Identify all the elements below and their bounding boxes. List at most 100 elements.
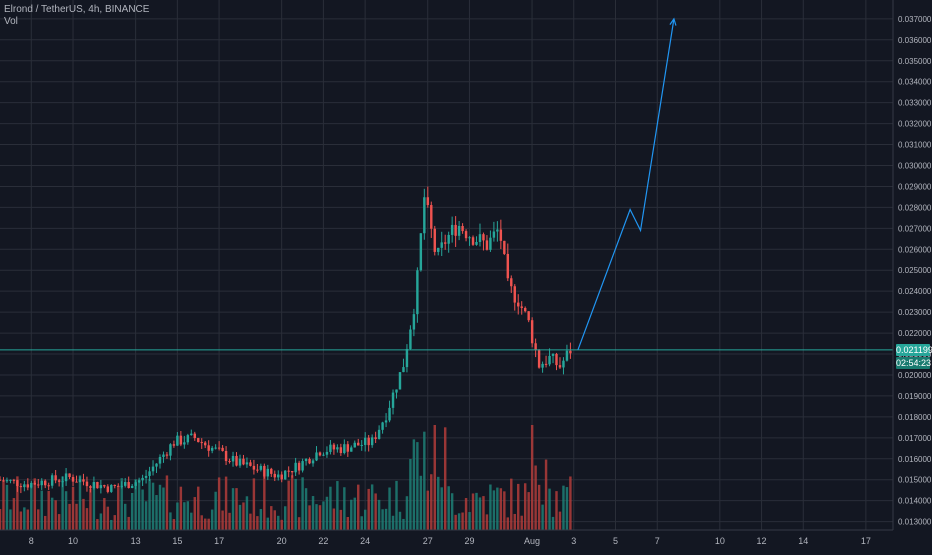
candle-body xyxy=(117,485,120,487)
candle-body xyxy=(266,468,270,477)
candle-body xyxy=(437,247,440,252)
volume-bar xyxy=(391,515,395,530)
candle-body xyxy=(61,481,64,483)
volume-bar xyxy=(290,475,294,530)
volume-bar xyxy=(513,513,516,530)
time-tick-label: 3 xyxy=(571,536,576,546)
candles xyxy=(0,186,572,494)
volume-bar xyxy=(304,488,308,530)
volume-bar xyxy=(419,475,423,530)
volume-bar xyxy=(353,497,356,530)
volume-bar xyxy=(520,515,523,530)
candle-body xyxy=(273,473,276,478)
candle-body xyxy=(409,329,412,349)
grid xyxy=(0,0,893,530)
volume-bar xyxy=(398,511,402,530)
candle-body xyxy=(471,237,475,245)
volume-bar xyxy=(71,486,75,530)
candle-body xyxy=(492,231,496,238)
volume-bar xyxy=(127,516,130,530)
candle-body xyxy=(308,459,311,464)
volume-bar xyxy=(221,510,224,530)
volume-bar xyxy=(544,459,548,530)
volume-bar xyxy=(450,493,454,530)
volume-bar xyxy=(40,490,43,530)
candle-body xyxy=(193,433,196,439)
volume-bar xyxy=(203,518,207,530)
volume-bar xyxy=(43,515,47,530)
time-tick-label: 29 xyxy=(464,536,474,546)
volume-bar xyxy=(412,439,416,530)
candle-body xyxy=(398,372,402,390)
volume-bar xyxy=(409,459,412,530)
volume-bar xyxy=(454,514,457,530)
candle-body xyxy=(231,455,235,462)
volume-bar xyxy=(311,496,315,530)
time-tick-label: 10 xyxy=(68,536,78,546)
candle-body xyxy=(123,482,127,486)
volume-bar xyxy=(273,510,276,530)
volume-bar xyxy=(12,498,16,530)
volume-bar xyxy=(50,497,54,530)
volume-bar xyxy=(238,504,242,530)
candle-body xyxy=(210,447,214,451)
candle-body xyxy=(155,463,158,467)
candle-body xyxy=(558,365,562,368)
time-tick-label: 8 xyxy=(29,536,34,546)
candle-body xyxy=(235,455,238,466)
price-tick-label: 0.025000 xyxy=(898,266,932,275)
candle-body xyxy=(283,470,287,480)
volume-bar xyxy=(485,514,489,530)
volume-bar xyxy=(82,498,85,530)
candle-body xyxy=(9,479,12,481)
volume-bar xyxy=(78,475,82,530)
candle-body xyxy=(99,485,103,489)
candle-body xyxy=(311,460,315,464)
volume-bar xyxy=(207,518,210,530)
time-tick-label: 22 xyxy=(318,536,328,546)
volume-bar xyxy=(339,509,343,530)
candle-body xyxy=(33,482,36,485)
volume-indicator-label[interactable]: Vol xyxy=(4,16,18,27)
candle-body xyxy=(350,447,353,452)
volume-bar xyxy=(68,503,71,530)
candle-body xyxy=(85,481,89,487)
candle-body xyxy=(388,407,391,421)
candle-body xyxy=(513,286,516,303)
candle-body xyxy=(294,462,297,473)
symbol-title[interactable]: Elrond / TetherUS, 4h, BINANCE xyxy=(4,4,150,15)
candle-body xyxy=(541,363,544,368)
candle-body xyxy=(478,234,482,242)
candle-body xyxy=(148,471,151,476)
volume-bar xyxy=(120,478,123,530)
candle-body xyxy=(242,458,245,465)
volume-bar xyxy=(183,502,186,530)
candle-body xyxy=(430,205,433,229)
volume-bar xyxy=(245,496,249,530)
volume-bar xyxy=(162,487,165,530)
candle-body xyxy=(346,444,350,452)
volume-bar xyxy=(193,497,196,530)
candle-body xyxy=(64,473,68,482)
candle-body xyxy=(151,466,155,472)
candle-body xyxy=(221,447,224,451)
time-tick-label: 15 xyxy=(172,536,182,546)
volume-bar xyxy=(489,484,492,530)
candle-body xyxy=(200,442,203,444)
volume-bar xyxy=(137,479,141,530)
candle-body xyxy=(304,459,308,462)
volume-bar xyxy=(558,511,562,530)
volume-bar xyxy=(527,492,530,530)
volume-bar xyxy=(103,498,106,530)
candle-body xyxy=(144,475,148,478)
candle-body xyxy=(162,454,165,457)
volume-bar xyxy=(499,488,503,530)
volume-bar xyxy=(5,484,9,530)
volume-bar xyxy=(266,517,270,530)
candle-body xyxy=(54,475,57,481)
volume-bar xyxy=(224,476,228,530)
volume-bar xyxy=(405,496,409,530)
